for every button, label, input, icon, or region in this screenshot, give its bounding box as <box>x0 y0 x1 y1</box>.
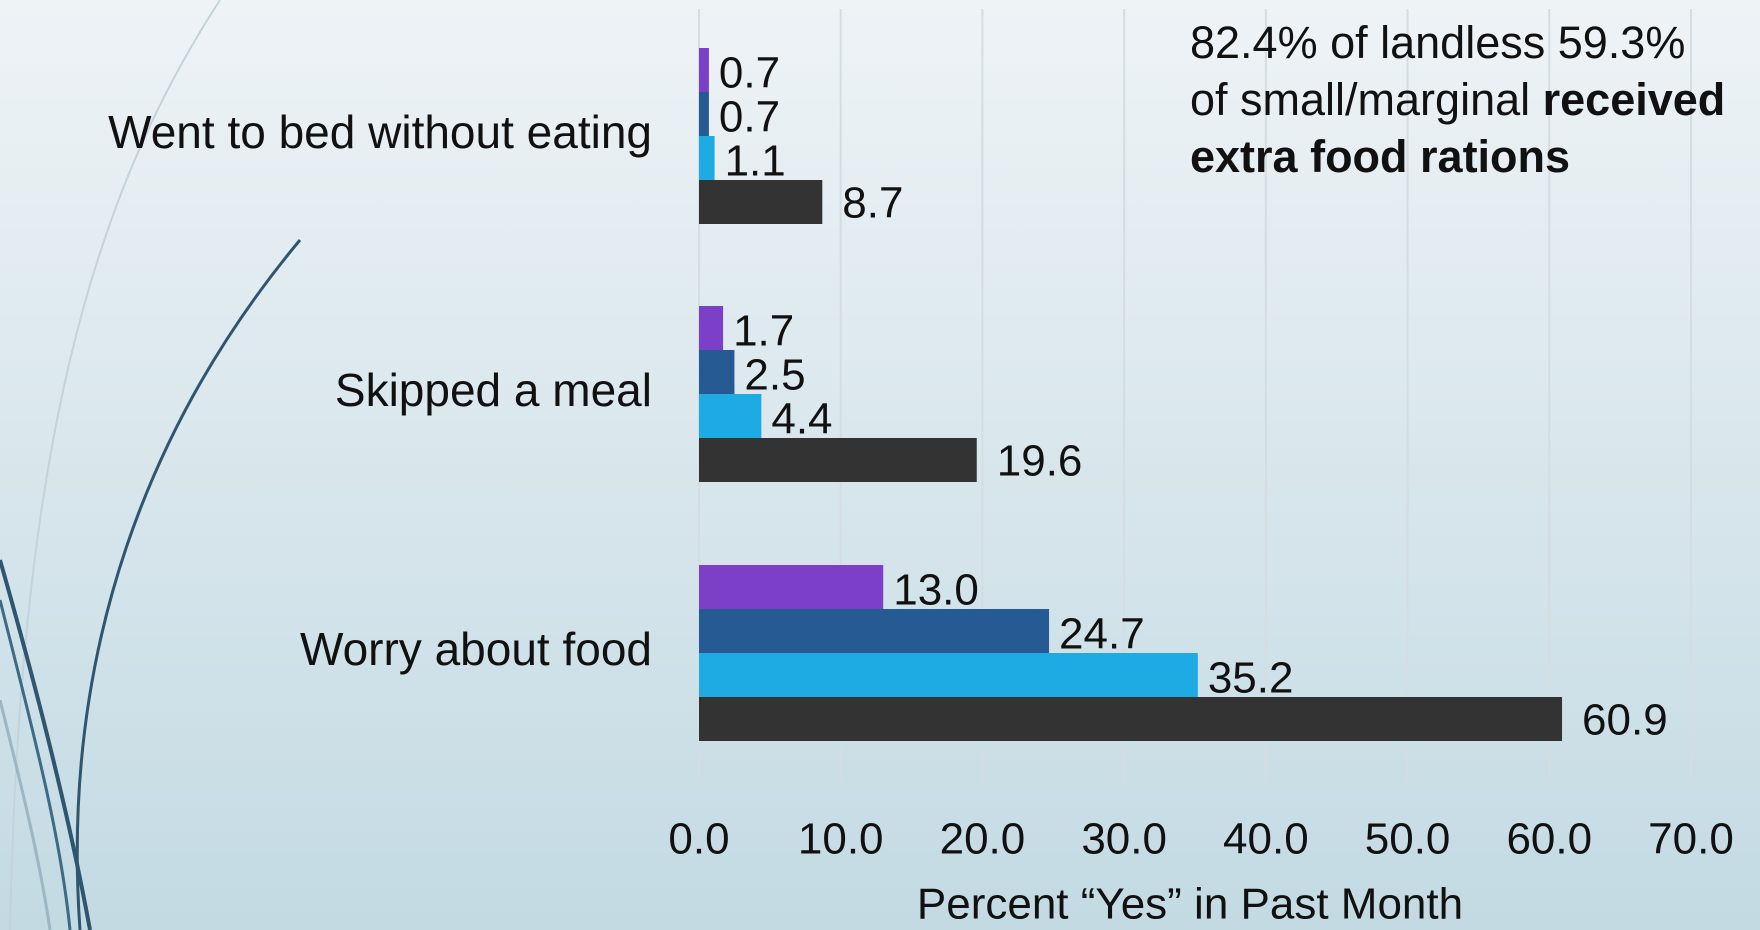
x-tick-label: 70.0 <box>1648 815 1734 864</box>
data-label: 13.0 <box>893 566 979 615</box>
bar <box>699 394 762 438</box>
data-label: 8.7 <box>842 179 903 228</box>
x-tick-label: 0.0 <box>668 815 729 864</box>
bar <box>699 653 1198 697</box>
y-tick-label: Went to bed without eating <box>108 106 652 158</box>
data-label: 35.2 <box>1208 654 1294 703</box>
x-tick-label: 40.0 <box>1223 815 1309 864</box>
x-tick-label: 50.0 <box>1365 815 1451 864</box>
y-tick-label: Skipped a meal <box>335 364 652 416</box>
bar <box>699 180 823 224</box>
decoration <box>0 0 302 930</box>
data-label: 24.7 <box>1059 610 1145 659</box>
bar <box>699 438 977 482</box>
bar <box>699 92 709 136</box>
y-tick-label: Worry about food <box>300 623 652 675</box>
x-axis-title: Percent “Yes” in Past Month <box>917 880 1463 929</box>
bar <box>699 609 1050 653</box>
x-tick-label: 20.0 <box>940 815 1026 864</box>
bar <box>699 306 724 350</box>
bar <box>699 136 715 180</box>
data-label: 1.7 <box>733 307 794 356</box>
data-label: 0.7 <box>719 93 780 142</box>
x-tick-label: 30.0 <box>1081 815 1167 864</box>
bar <box>699 48 709 92</box>
data-label: 19.6 <box>997 437 1083 486</box>
data-label: 60.9 <box>1582 696 1668 745</box>
data-label: 4.4 <box>771 395 832 444</box>
x-tick-label: 60.0 <box>1506 815 1592 864</box>
bar <box>699 350 735 394</box>
x-tick-label: 10.0 <box>798 815 884 864</box>
data-label: 0.7 <box>719 49 780 98</box>
data-label: 1.1 <box>725 137 786 186</box>
annotation-text: 82.4% of landless 59.3% of small/margina… <box>1190 17 1686 125</box>
data-label: 2.5 <box>744 351 805 400</box>
bar <box>699 565 884 609</box>
annotation-bold: received extra food rations <box>1190 74 1726 182</box>
bar <box>699 697 1563 741</box>
annotation: 82.4% of landless 59.3% of small/margina… <box>1190 14 1730 185</box>
